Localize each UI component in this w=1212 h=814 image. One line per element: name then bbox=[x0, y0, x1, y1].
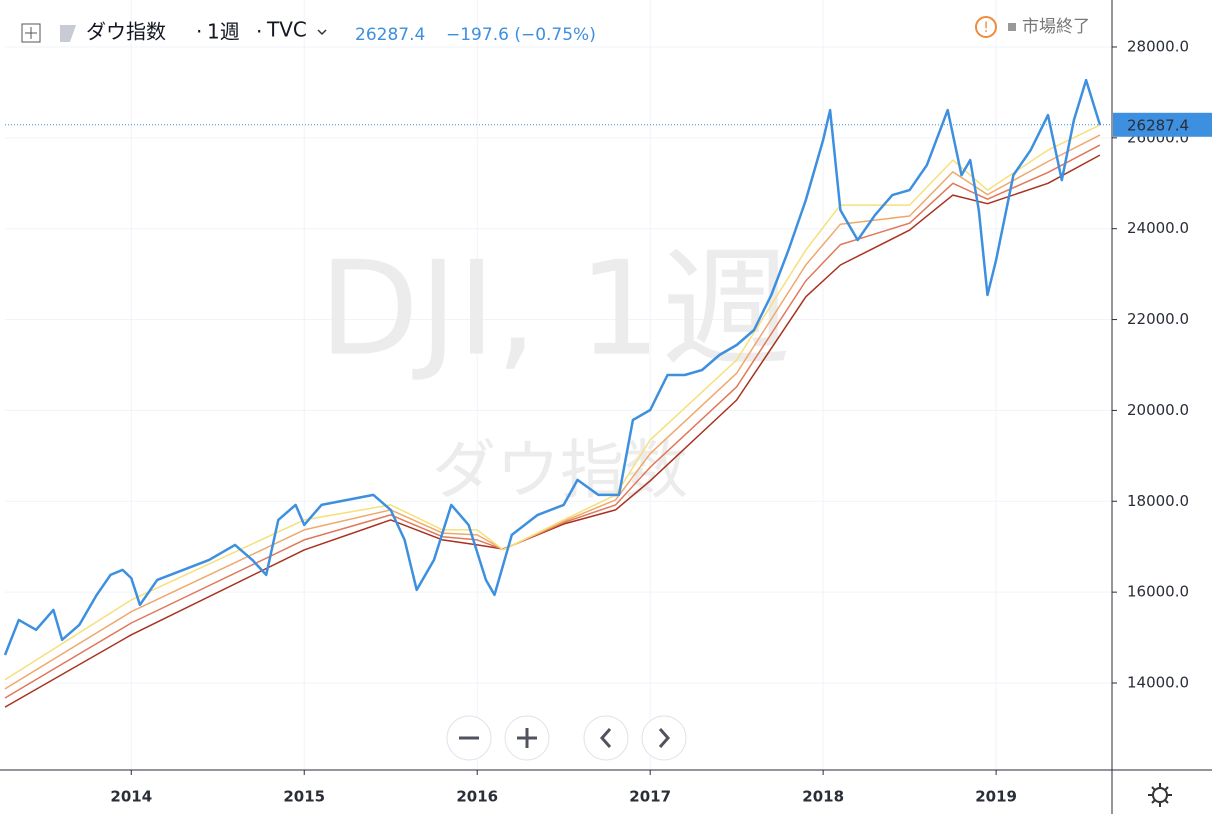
x-tick-label: 2018 bbox=[802, 788, 844, 806]
scroll-left-button[interactable] bbox=[583, 715, 629, 761]
price-change: −197.6 (−0.75%) bbox=[446, 25, 596, 45]
watermark-sub: ダウ指数 bbox=[432, 435, 688, 509]
plot bbox=[3, 78, 1112, 708]
x-tick-label: 2019 bbox=[975, 788, 1017, 806]
x-tick-label: 2017 bbox=[629, 788, 671, 806]
y-tick-label: 14000.0 bbox=[1127, 674, 1189, 692]
alert-mark: ! bbox=[983, 20, 989, 36]
x-tick-label: 2016 bbox=[456, 788, 498, 806]
series-line bbox=[4, 154, 1101, 708]
axes: 14000.0 16000.0 18000.0 20000.0 22000.0 24000… bbox=[110, 37, 1212, 806]
status-dot bbox=[1008, 23, 1016, 31]
y-tick-label: 16000.0 bbox=[1127, 583, 1189, 601]
expand-icon-plus bbox=[25, 27, 37, 39]
y-tick-label: 28000.0 bbox=[1127, 37, 1189, 55]
series-line bbox=[3, 78, 1102, 656]
series-line bbox=[4, 134, 1101, 690]
x-tick-label: 2015 bbox=[283, 788, 325, 806]
expand-icon[interactable] bbox=[21, 23, 41, 43]
last-price: 26287.4 bbox=[355, 25, 425, 45]
y-tick-label: 22000.0 bbox=[1127, 310, 1189, 328]
settings-button[interactable] bbox=[1148, 783, 1172, 807]
symbol: ダウ指数 bbox=[86, 20, 166, 44]
grid bbox=[5, 0, 1112, 770]
zoom-out-button[interactable] bbox=[446, 715, 492, 761]
market-status: 市場終了 bbox=[1022, 17, 1090, 37]
exchange: TVC bbox=[266, 18, 307, 42]
dropdown-icon[interactable] bbox=[317, 29, 327, 36]
scroll-right-button[interactable] bbox=[641, 715, 687, 761]
series-line bbox=[4, 144, 1101, 699]
y-tick-label: 20000.0 bbox=[1127, 401, 1189, 419]
zoom-in-button[interactable] bbox=[504, 715, 550, 761]
alert-icon[interactable] bbox=[975, 16, 997, 38]
x-tick-label: 2014 bbox=[110, 788, 152, 806]
separator: · bbox=[196, 20, 202, 44]
separator: · bbox=[256, 20, 262, 44]
price-label-box bbox=[1113, 112, 1212, 137]
y-tick-label: 24000.0 bbox=[1127, 219, 1189, 237]
price-label: 26287.4 bbox=[1127, 116, 1189, 134]
interval: 1週 bbox=[207, 20, 240, 44]
y-tick-label: 18000.0 bbox=[1127, 492, 1189, 510]
time-axis bbox=[0, 770, 1212, 814]
flag-icon[interactable] bbox=[60, 25, 76, 42]
watermark: DJI, 1週 bbox=[319, 233, 791, 385]
